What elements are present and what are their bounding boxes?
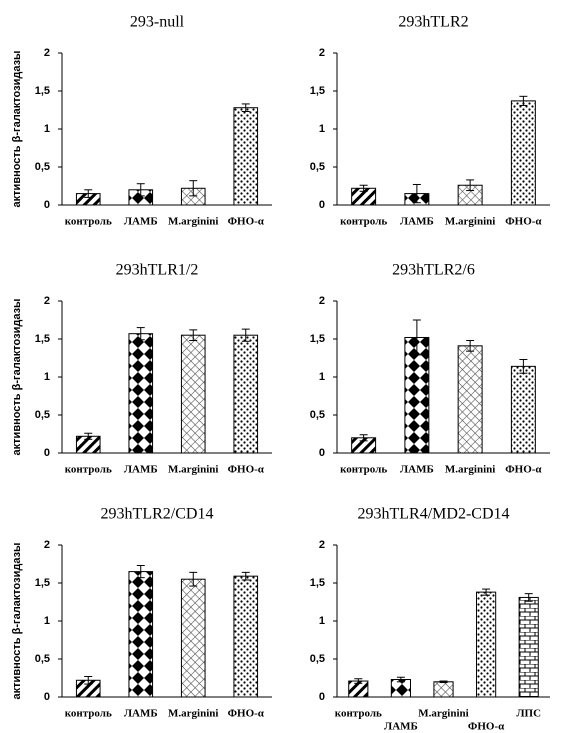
bar (233, 107, 259, 206)
y-tick-label: 0 (44, 691, 50, 703)
bar (476, 591, 497, 698)
x-tick-label: ФНО-α (228, 216, 265, 228)
x-tick-label: ЛПС (516, 708, 541, 720)
y-axis-label: активность β-галактозидазы (11, 299, 23, 456)
bar (233, 575, 259, 698)
x-tick-label: контроль (65, 216, 112, 228)
y-tick-label: 0 (44, 199, 50, 211)
x-tick-label: ФНО-α (228, 708, 265, 720)
x-tick-label: ЛАМБ (384, 721, 418, 733)
x-tick-label: M.arginini (168, 708, 218, 720)
bar (233, 334, 259, 454)
y-tick-label: 1,5 (35, 333, 50, 345)
y-tick-label: 0,5 (310, 653, 325, 665)
x-tick-label: контроль (65, 708, 112, 720)
y-tick-label: 1 (44, 371, 50, 383)
panel-title: 293hTLR2/6 (392, 262, 475, 279)
y-tick-label: 1 (319, 123, 325, 135)
x-tick-label: ФНО-α (228, 464, 265, 476)
y-tick-label: 0 (319, 447, 325, 459)
bar (128, 333, 154, 454)
panel-title: 293hTLR2 (398, 14, 468, 31)
y-tick-label: 0 (319, 199, 325, 211)
x-tick-label: M.arginini (445, 464, 495, 476)
y-tick-label: 1 (44, 615, 50, 627)
bar (180, 334, 206, 454)
y-tick-label: 1,5 (35, 577, 50, 589)
y-tick-label: 0 (319, 691, 325, 703)
y-tick-label: 0 (44, 447, 50, 459)
x-tick-label: ЛАМБ (124, 464, 158, 476)
bar (518, 596, 539, 698)
panel-title: 293hTLR1/2 (116, 262, 199, 279)
y-tick-label: 1,5 (310, 577, 325, 589)
y-tick-label: 0,5 (35, 653, 50, 665)
x-tick-label: контроль (65, 464, 112, 476)
y-tick-label: 2 (319, 47, 325, 59)
y-tick-label: 1 (319, 371, 325, 383)
y-axis-label: активность β-галактозидазы (11, 51, 23, 208)
x-tick-label: ЛАМБ (400, 216, 434, 228)
panel-title: 293-null (130, 14, 185, 31)
y-tick-label: 1,5 (310, 85, 325, 97)
x-tick-label: M.arginini (445, 216, 495, 228)
x-tick-label: ЛАМБ (124, 216, 158, 228)
x-tick-label: ФНО-α (468, 721, 505, 733)
y-tick-label: 1 (44, 123, 50, 135)
y-tick-label: 2 (319, 539, 325, 551)
bar (510, 100, 536, 206)
y-axis-label: активность β-галактозидазы (11, 543, 23, 700)
y-tick-label: 0,5 (35, 161, 50, 173)
panel-title: 293hTLR2/CD14 (101, 506, 214, 523)
panel-title: 293hTLR4/MD2-CD14 (358, 506, 510, 523)
y-tick-label: 1 (319, 615, 325, 627)
x-tick-label: ЛАМБ (124, 708, 158, 720)
bar (510, 365, 536, 454)
bar (433, 681, 454, 698)
x-tick-label: ФНО-α (505, 464, 542, 476)
y-tick-label: 0,5 (35, 409, 50, 421)
x-tick-label: M.arginini (418, 708, 468, 720)
y-tick-label: 2 (319, 295, 325, 307)
x-tick-label: ЛАМБ (400, 464, 434, 476)
y-tick-label: 0,5 (310, 161, 325, 173)
x-tick-label: контроль (340, 464, 387, 476)
bar (180, 578, 206, 698)
x-tick-label: контроль (340, 216, 387, 228)
y-tick-label: 2 (44, 539, 50, 551)
x-tick-label: контроль (335, 708, 382, 720)
y-tick-label: 0,5 (310, 409, 325, 421)
x-tick-label: M.arginini (168, 216, 218, 228)
x-tick-label: ФНО-α (505, 216, 542, 228)
bar (457, 345, 483, 454)
y-tick-label: 1,5 (35, 85, 50, 97)
bar (128, 571, 154, 698)
y-tick-label: 2 (44, 295, 50, 307)
y-tick-label: 1,5 (310, 333, 325, 345)
x-tick-label: M.arginini (168, 464, 218, 476)
y-tick-label: 2 (44, 47, 50, 59)
